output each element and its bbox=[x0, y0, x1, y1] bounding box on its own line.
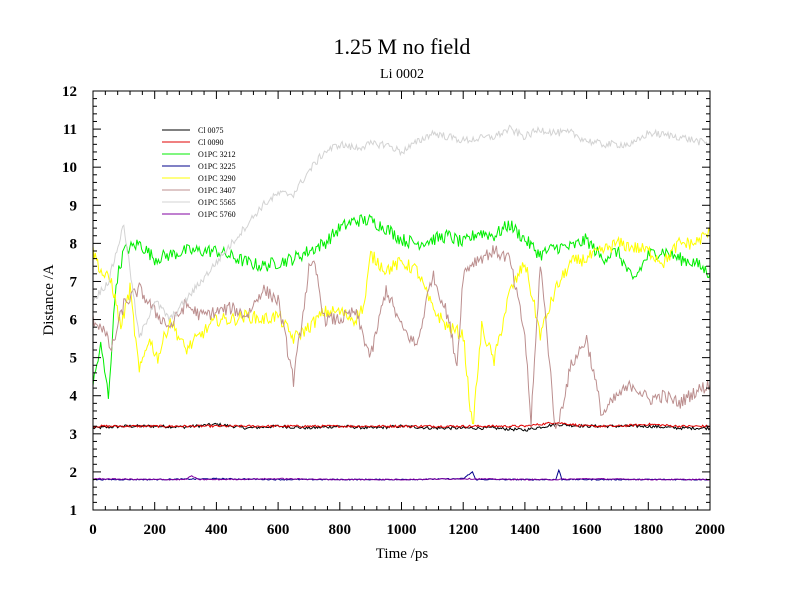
x-tick-label: 1400 bbox=[510, 522, 540, 538]
x-tick-label: 0 bbox=[89, 522, 97, 538]
legend-label: Cl 0090 bbox=[198, 138, 224, 147]
y-tick-label: 6 bbox=[70, 313, 78, 329]
series-line-o1pc-3212 bbox=[92, 213, 711, 399]
x-tick-label: 800 bbox=[329, 522, 352, 538]
series-line-o1pc-3290 bbox=[92, 227, 711, 425]
legend-label: O1PC 3290 bbox=[198, 174, 236, 183]
x-tick-label: 200 bbox=[143, 522, 166, 538]
y-tick-label: 1 bbox=[70, 503, 78, 519]
series-line-o1pc-5565 bbox=[92, 124, 711, 338]
chart-title: 1.25 M no field bbox=[334, 34, 471, 59]
chart-subtitle: Li 0002 bbox=[380, 67, 424, 82]
y-tick-label: 2 bbox=[70, 465, 78, 481]
y-tick-label: 10 bbox=[62, 160, 77, 176]
y-tick-label: 8 bbox=[70, 236, 78, 252]
x-axis-label: Time /ps bbox=[376, 546, 429, 562]
legend-label: O1PC 5565 bbox=[198, 198, 236, 207]
series-layer bbox=[92, 124, 711, 481]
x-tick-label: 1800 bbox=[633, 522, 663, 538]
legend: Cl 0075 Cl 0090 O1PC 3212 O1PC 3225 O1PC 329… bbox=[162, 126, 236, 219]
legend-label: O1PC 3225 bbox=[198, 162, 236, 171]
x-tick-label: 2000 bbox=[695, 522, 725, 538]
y-tick-label: 12 bbox=[62, 84, 77, 100]
x-tick-label: 1600 bbox=[572, 522, 602, 538]
x-tick-label: 600 bbox=[267, 522, 290, 538]
y-tick-label: 4 bbox=[70, 389, 78, 405]
series-line-o1pc-3407 bbox=[92, 245, 711, 429]
y-tick-label: 7 bbox=[70, 274, 78, 290]
x-tick-label: 400 bbox=[205, 522, 228, 538]
y-tick-label: 9 bbox=[70, 198, 78, 214]
y-tick-label: 5 bbox=[70, 351, 78, 367]
series-line-cl-0090 bbox=[92, 421, 711, 429]
legend-label: O1PC 3212 bbox=[198, 150, 236, 159]
y-tick-label: 11 bbox=[63, 122, 77, 138]
legend-label: O1PC 5760 bbox=[198, 210, 236, 219]
x-tick-label: 1200 bbox=[448, 522, 478, 538]
x-tick-label: 1000 bbox=[387, 522, 417, 538]
ticks-layer: 0 200 400 600 800 1000 1200 1400 1600 1800 2000123… bbox=[62, 84, 725, 538]
y-axis-label: Distance /A bbox=[41, 264, 57, 335]
series-line-cl-0075 bbox=[92, 422, 711, 432]
y-tick-label: 3 bbox=[70, 427, 78, 443]
legend-label: O1PC 3407 bbox=[198, 186, 236, 195]
legend-label: Cl 0075 bbox=[198, 126, 224, 135]
series-line-o1pc-5760 bbox=[92, 475, 711, 481]
